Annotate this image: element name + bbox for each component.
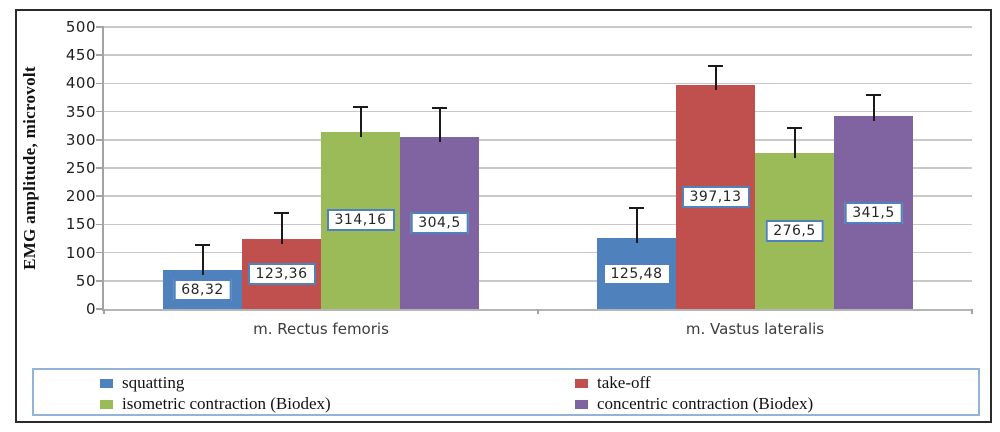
x-axis-tick (971, 309, 973, 314)
value-label: 68,32 (173, 278, 232, 301)
gridline (104, 139, 972, 141)
legend-label: concentric contraction (Biodex) (597, 394, 814, 413)
error-bar-line (872, 94, 875, 122)
legend: squatting take-off isometric contraction (… (32, 368, 980, 416)
y-tick-label: 0 (85, 300, 96, 318)
y-tick-label: 500 (65, 18, 96, 36)
chart-outer-border (15, 9, 992, 423)
value-label: 304,5 (410, 212, 469, 235)
error-bar-line (359, 106, 362, 137)
legend-swatch (575, 378, 588, 388)
gridline (104, 195, 972, 197)
legend-swatch (100, 378, 113, 388)
value-label: 314,16 (326, 209, 395, 232)
y-axis-tick (96, 26, 104, 28)
y-axis-tick (96, 223, 104, 226)
error-bar-line (635, 208, 638, 244)
error-bar-cap (432, 106, 447, 109)
y-tick-label: 450 (65, 46, 96, 65)
legend-label: take-off (597, 373, 651, 392)
error-bar-cap (353, 105, 368, 108)
gridline (104, 54, 972, 56)
error-bar-cap (787, 127, 802, 130)
error-bar-cap (629, 207, 644, 210)
y-tick-label: 100 (65, 243, 96, 262)
x-axis-tick (103, 309, 105, 314)
y-tick-label: 200 (65, 187, 96, 206)
y-axis-tick (96, 280, 104, 282)
gridline (104, 280, 972, 282)
error-bar-cap (708, 64, 723, 67)
legend-item-isometric: isometric contraction (Biodex) (100, 395, 331, 413)
legend-label: squatting (122, 373, 185, 392)
gridline (104, 110, 972, 113)
gridline (104, 251, 972, 254)
y-tick-label: 350 (65, 102, 96, 121)
y-axis-tick (96, 110, 104, 113)
error-bar-cap (195, 244, 210, 247)
error-bar-line (793, 128, 796, 159)
y-tick-label: 250 (65, 159, 96, 177)
value-label: 341,5 (844, 201, 903, 224)
value-label: 123,36 (247, 263, 316, 286)
y-axis-tick (96, 308, 104, 310)
value-label: 125,48 (602, 262, 671, 285)
plot-area: 0 50 100 150 200 250 300 350 400 450 500 68,32 123,3… (66, 18, 973, 338)
legend-item-concentric: concentric contraction (Biodex) (575, 395, 813, 413)
legend-label: isometric contraction (Biodex) (122, 394, 331, 413)
error-bar-line (714, 65, 717, 90)
y-axis-tick (96, 195, 104, 197)
y-tick-label: 300 (65, 130, 96, 149)
value-label: 276,5 (765, 220, 824, 243)
legend-swatch (575, 399, 588, 409)
y-axis-tick (96, 167, 104, 169)
category-label: m. Rectus femoris (253, 320, 389, 338)
y-axis-tick (96, 82, 104, 85)
value-label: 397,13 (681, 186, 750, 208)
legend-swatch (100, 399, 113, 409)
legend-item-take-off: take-off (575, 374, 651, 392)
error-bar-line (438, 107, 441, 143)
y-axis-tick (96, 139, 104, 141)
gridline (104, 223, 972, 226)
y-axis-title: EMG amplitude, microvolt (20, 66, 39, 270)
category-label: m. Vastus lateralis (685, 320, 825, 338)
error-bar-line (280, 212, 283, 245)
gridline (104, 167, 972, 169)
error-bar-cap (274, 211, 289, 214)
y-tick-label: 400 (65, 74, 96, 93)
gridline (104, 82, 972, 85)
x-axis-tick (537, 309, 539, 314)
y-tick-label: 50 (75, 271, 96, 290)
gridline (104, 26, 972, 28)
y-axis-tick (96, 54, 104, 56)
y-axis-tick (96, 251, 104, 254)
error-bar-cap (866, 93, 881, 96)
legend-item-squatting: squatting (100, 374, 184, 392)
y-tick-label: 150 (65, 215, 96, 234)
error-bar-line (201, 245, 204, 276)
